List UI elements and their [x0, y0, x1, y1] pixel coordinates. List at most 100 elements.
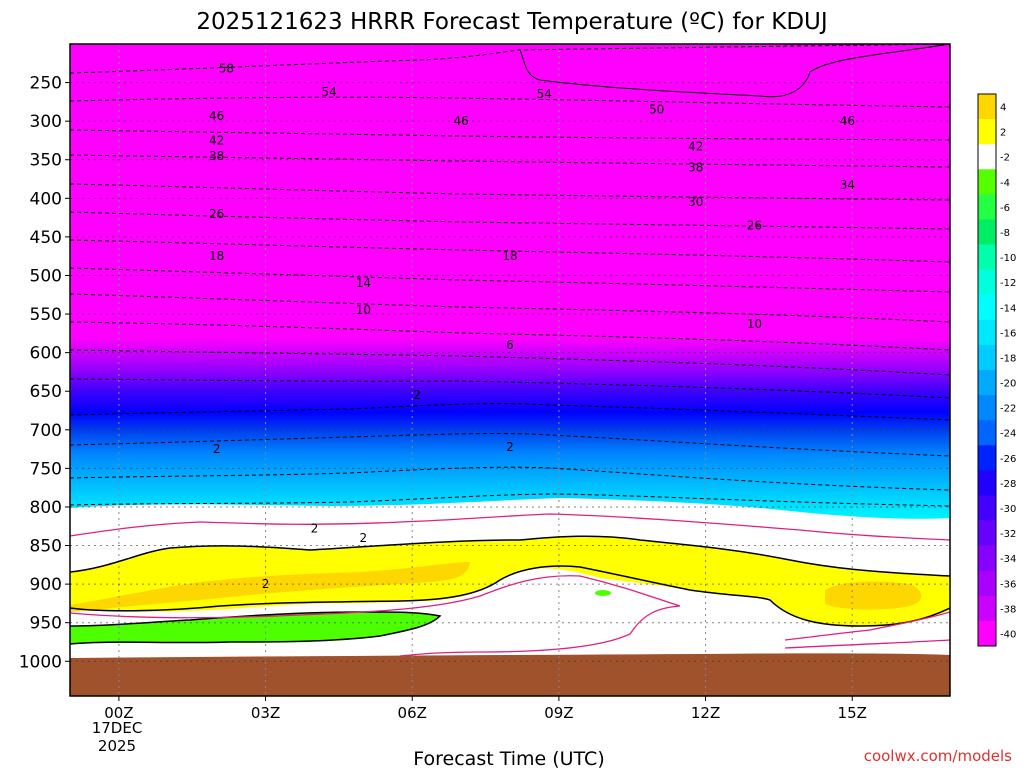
colorbar-swatch — [978, 420, 996, 446]
contour-line — [70, 44, 950, 74]
colorbar-swatch — [978, 294, 996, 321]
contour-label: 34 — [840, 178, 855, 192]
y-tick-label: 950 — [30, 614, 62, 634]
contour-line — [784, 611, 950, 641]
colorbar-label: -8 — [1000, 228, 1010, 239]
x-tick-label: 00Z — [104, 704, 133, 722]
contour-label: 38 — [209, 149, 224, 163]
contour-label: 18 — [209, 249, 224, 263]
colorbar-swatch — [978, 470, 996, 496]
contour-label: 46 — [453, 114, 468, 128]
contour-label: 26 — [747, 218, 762, 232]
colorbar-swatch — [978, 620, 996, 647]
colorbar-swatch — [978, 219, 996, 245]
x-tick-label: 06Z — [398, 704, 427, 722]
contour-line — [70, 575, 681, 657]
colorbar-label: -14 — [1000, 303, 1016, 314]
x-tick-label: 03Z — [251, 704, 280, 722]
contour-line — [70, 611, 442, 645]
contour-label: 2 — [213, 442, 221, 456]
contour-line — [70, 211, 950, 230]
contour-line — [519, 44, 950, 98]
y-tick-label: 350 — [30, 151, 62, 171]
contour-label: 2 — [311, 522, 319, 536]
contour-label: 14 — [356, 276, 371, 290]
colorbar-swatch — [978, 370, 996, 396]
colorbar-frame — [977, 93, 997, 647]
contour-label: 50 — [649, 103, 664, 117]
plot-frame — [69, 43, 951, 697]
colorbar-swatch — [978, 119, 996, 145]
colorbar-swatch — [978, 520, 996, 546]
contour-line — [70, 513, 950, 541]
colorbar-label: -20 — [1000, 379, 1016, 390]
y-tick-label: 400 — [30, 189, 62, 209]
contour-line — [70, 349, 950, 376]
y-tick-label: 600 — [30, 344, 62, 364]
x-axis: 00Z 03Z 06Z 09Z 12Z 15Z — [104, 696, 867, 722]
colorbar-swatch — [978, 395, 996, 421]
x-axis-date-line1: 17DEC — [92, 719, 143, 737]
x-axis-label: Forecast Time (UTC) — [413, 748, 604, 768]
plot-area — [70, 44, 950, 696]
colorbar-swatch — [978, 269, 996, 296]
contour-label: 6 — [506, 338, 514, 352]
contour-label: 38 — [688, 160, 703, 174]
colorbar-label: 4 — [1000, 103, 1006, 114]
colorbar-label: -10 — [1000, 253, 1016, 264]
contour-line — [70, 154, 950, 168]
colorbar-swatch — [978, 445, 996, 471]
colorbar-label: -34 — [1000, 554, 1016, 565]
colorbar-label: -24 — [1000, 429, 1016, 440]
y-tick-label: 750 — [30, 459, 62, 479]
colorbar-label: -40 — [1000, 629, 1016, 640]
contour-line — [70, 403, 950, 421]
colorbar-label: -26 — [1000, 454, 1016, 465]
contour-label: 2 — [413, 388, 421, 402]
colorbar-label: -30 — [1000, 504, 1016, 515]
colorbar-swatch — [978, 570, 996, 597]
contour-line — [70, 129, 950, 141]
contour-label: 54 — [321, 85, 336, 99]
credit-text: coolwx.com/models — [864, 747, 1012, 765]
x-axis-date-line2: 2025 — [98, 737, 136, 755]
colorbar-label: -18 — [1000, 353, 1016, 364]
y-tick-label: 800 — [30, 498, 62, 518]
contour-line — [70, 565, 950, 627]
colorbar-label: -12 — [1000, 278, 1016, 289]
cold-pocket-small — [595, 590, 611, 596]
colorbar-label: -4 — [1000, 178, 1010, 189]
contour-label: 10 — [356, 303, 371, 317]
y-tick-label: 500 — [30, 266, 62, 286]
y-tick-label: 300 — [30, 112, 62, 132]
y-tick-label: 250 — [30, 74, 62, 94]
y-tick-label: 450 — [30, 228, 62, 248]
contour-label: 42 — [209, 133, 224, 147]
contour-line — [70, 535, 950, 577]
ground-surface — [70, 653, 950, 696]
colorbar-label: -22 — [1000, 404, 1016, 415]
y-tick-label: 1000 — [19, 652, 62, 672]
colorbar-label: -28 — [1000, 479, 1016, 490]
colorbar: 4 2 -2 -4 -6 -8 -10 -12 -14 -16 -18 -20 -22 -24 -26 -28… — [977, 93, 1016, 647]
contour-label: 2 — [506, 440, 514, 454]
contour-line — [70, 466, 950, 491]
contour-line — [70, 321, 950, 351]
contour-label: 46 — [840, 114, 855, 128]
contour-label: 18 — [502, 249, 517, 263]
colorbar-label: -6 — [1000, 203, 1010, 214]
colorbar-swatch — [978, 169, 996, 195]
colorbar-swatch — [978, 495, 996, 521]
y-tick-label: 850 — [30, 537, 62, 557]
grid-lines — [70, 44, 950, 696]
colorbar-swatch — [978, 344, 996, 371]
contour-label: 54 — [537, 87, 552, 101]
colorbar-swatch — [978, 319, 996, 346]
contour-label: 30 — [688, 195, 703, 209]
contour-label: 10 — [747, 317, 762, 331]
colorbar-swatch — [978, 244, 996, 270]
colorbar-swatch — [978, 545, 996, 572]
contour-label: 2 — [360, 531, 368, 545]
